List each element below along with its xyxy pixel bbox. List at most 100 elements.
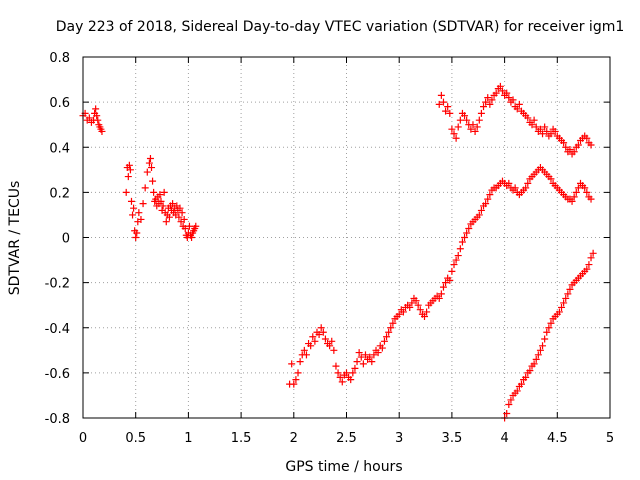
data-point [551, 127, 559, 135]
data-point [522, 373, 530, 381]
x-tick-label: 1 [184, 431, 192, 446]
data-point [452, 134, 460, 142]
data-point [135, 209, 143, 217]
data-point [442, 107, 450, 115]
x-tick-label: 3 [395, 431, 403, 446]
data-point [458, 238, 466, 246]
data-point [399, 308, 407, 316]
data-point [574, 184, 582, 192]
data-point [181, 224, 189, 232]
data-point [408, 299, 416, 307]
data-point [566, 146, 574, 154]
data-point [343, 369, 350, 377]
data-point [180, 215, 188, 223]
data-point [545, 324, 553, 332]
data-point [351, 364, 359, 372]
axis-ticks [82, 56, 611, 419]
data-point [130, 204, 138, 212]
data-point [302, 351, 310, 359]
data-point [328, 337, 336, 345]
data-point [292, 376, 300, 384]
data-point [482, 98, 490, 106]
data-point [444, 103, 452, 111]
data-point [169, 200, 177, 208]
data-point [143, 168, 151, 176]
y-tick-label: 0.4 [49, 141, 70, 156]
data-point [448, 267, 456, 275]
x-tick-label: 0 [79, 431, 87, 446]
data-point [513, 105, 521, 113]
data-point [368, 358, 376, 366]
y-tick-label: -0.4 [45, 322, 70, 337]
data-point [562, 294, 570, 302]
data-point [175, 213, 183, 221]
data-point [503, 89, 511, 97]
data-point [185, 222, 193, 230]
data-point [300, 346, 308, 354]
data-point [547, 175, 555, 183]
data-point [414, 301, 422, 309]
data-point [473, 123, 481, 131]
data-point [461, 234, 469, 241]
data-point [378, 344, 386, 352]
data-point [524, 114, 532, 122]
data-point [141, 184, 149, 192]
data-point [583, 188, 591, 196]
data-point [412, 297, 420, 305]
data-point [547, 319, 555, 327]
data-point [511, 184, 519, 192]
data-point [355, 349, 363, 357]
data-point [564, 290, 572, 298]
data-point [148, 164, 156, 172]
data-point [439, 283, 447, 291]
data-point [395, 310, 403, 318]
plot-frame [82, 56, 611, 419]
data-point [450, 130, 458, 138]
data-point [477, 206, 485, 214]
y-tick-label: 0.2 [49, 186, 70, 201]
data-point [437, 290, 445, 298]
tick-labels: 0 0.5 1 1.5 2 2.5 3 3.5 4 4.5 5 -0.8 -0.6 -0.4 -0.2 0 0.… [45, 51, 615, 446]
data-point [562, 143, 570, 151]
data-point [486, 191, 494, 199]
y-axis-label: SDTVAR / TECUs [7, 181, 23, 296]
x-tick-label: 5 [606, 431, 614, 446]
data-point [192, 222, 200, 230]
data-point [515, 100, 523, 108]
data-point [536, 125, 544, 133]
data-point [347, 376, 355, 384]
data-point [572, 188, 580, 196]
data-point [160, 188, 168, 196]
data-point [380, 337, 388, 345]
data-point [560, 139, 568, 147]
data-point [560, 299, 568, 307]
data-point [178, 209, 186, 217]
data-point [539, 130, 547, 138]
data-point [583, 134, 591, 142]
data-point [132, 234, 140, 241]
y-tick-label: -0.6 [45, 367, 70, 382]
data-point [541, 123, 549, 131]
data-point [435, 100, 443, 108]
data-point [423, 308, 431, 316]
data-point [92, 105, 100, 113]
data-point [383, 333, 391, 341]
data-point [357, 353, 365, 361]
data-point [353, 358, 361, 366]
data-point [309, 333, 317, 341]
data-point [125, 161, 133, 169]
data-point [176, 204, 184, 212]
data-point [98, 127, 106, 135]
data-point [517, 380, 525, 388]
data-point [85, 114, 93, 122]
data-point [532, 355, 540, 363]
data-point [536, 346, 544, 354]
data-point [416, 306, 424, 314]
data-point [484, 195, 492, 203]
data-point [475, 116, 483, 124]
data-point [452, 256, 460, 264]
data-point [509, 96, 517, 104]
data-point [389, 319, 397, 327]
data-point [585, 261, 593, 269]
grid-lines [83, 57, 610, 418]
